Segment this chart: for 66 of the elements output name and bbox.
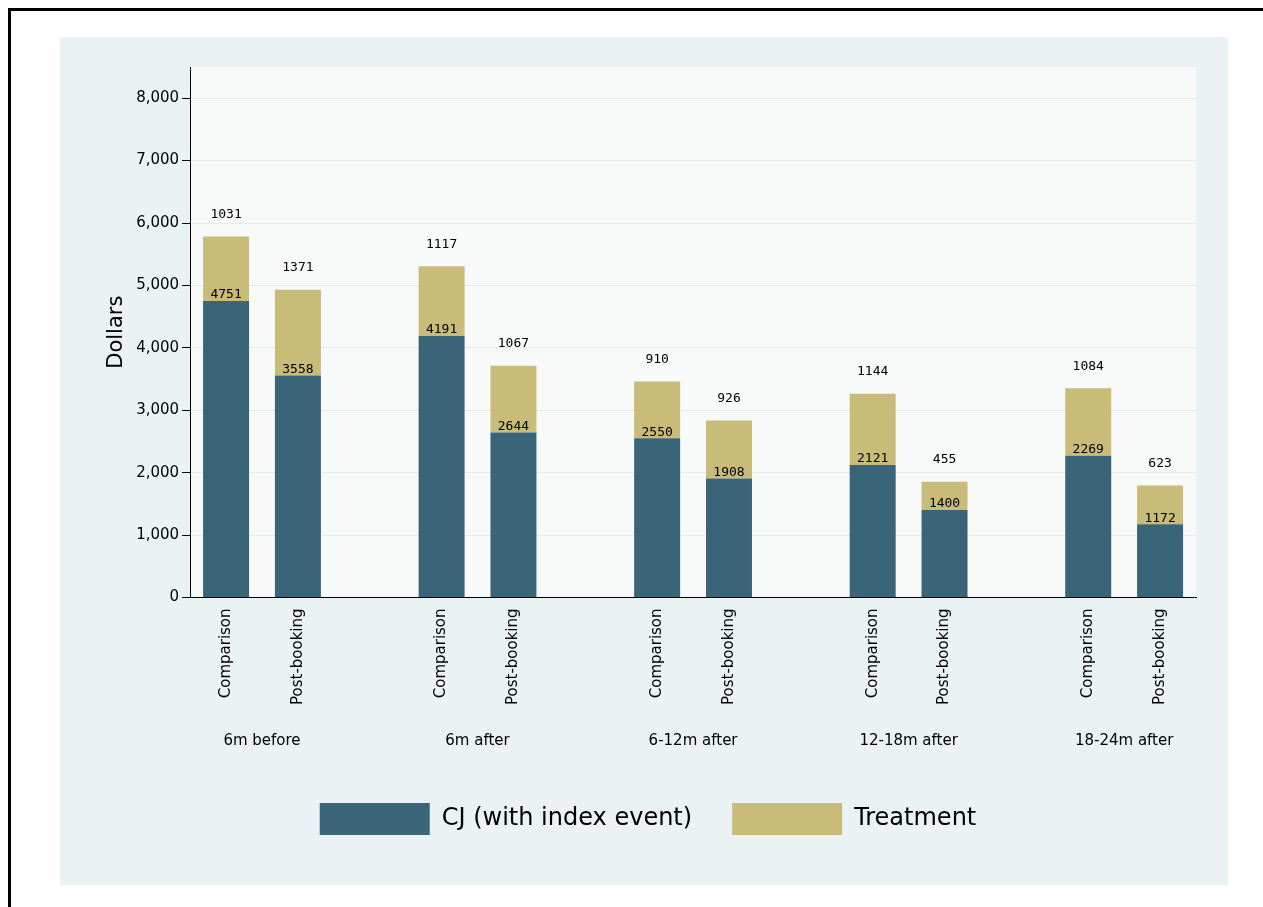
data-label: 4751 <box>210 286 242 302</box>
y-tick-label: 3,000 <box>136 400 180 419</box>
data-label: 455 <box>932 451 957 467</box>
bar <box>634 381 681 439</box>
bar <box>274 289 321 376</box>
y-tick-label: 1,000 <box>136 524 180 543</box>
data-label: 2121 <box>857 450 889 466</box>
bar <box>1065 455 1112 597</box>
bar <box>490 365 537 433</box>
bar <box>1137 485 1184 525</box>
data-label: 1144 <box>857 363 889 379</box>
bar <box>849 393 896 466</box>
x-tick-label: Comparison <box>215 608 234 699</box>
x-tick-label: Post-booking <box>934 608 953 706</box>
bar <box>706 420 752 479</box>
data-label: 1908 <box>713 463 745 479</box>
bar <box>203 300 250 597</box>
x-tick-label: Post-booking <box>718 608 737 706</box>
y-tick-label: 7,000 <box>136 150 180 169</box>
legend-label: CJ (with index event) <box>441 803 693 832</box>
bar <box>634 438 681 597</box>
bar <box>1137 524 1184 597</box>
x-tick-label: Comparison <box>647 608 666 699</box>
x-tick-label: Post-booking <box>287 608 306 706</box>
text: 12-18m after <box>859 730 959 749</box>
text: 6m after <box>445 730 511 749</box>
bar <box>490 432 537 597</box>
text: 6m before <box>223 730 301 749</box>
y-tick-label: 2,000 <box>136 462 180 481</box>
y-tick-label: 5,000 <box>136 275 180 294</box>
data-label: 1067 <box>497 335 530 351</box>
x-tick-label: Comparison <box>862 608 881 699</box>
text: 18-24m after <box>1074 730 1175 749</box>
data-label: 623 <box>1148 454 1172 470</box>
y-tick-label: 4,000 <box>136 337 180 356</box>
x-tick-label: Comparison <box>1078 608 1097 699</box>
data-label: 4191 <box>425 321 458 337</box>
data-label: 1172 <box>1144 509 1176 525</box>
y-tick-label: 6,000 <box>136 212 180 231</box>
y-axis-title: Dollars <box>103 295 128 369</box>
text: 6-12m after <box>648 730 739 749</box>
y-tick-label: 0 <box>169 587 180 606</box>
bar <box>706 478 752 597</box>
bar <box>203 236 250 301</box>
data-label: 1117 <box>425 235 458 251</box>
data-label: 2550 <box>641 423 673 439</box>
data-label: 3558 <box>282 360 314 376</box>
data-label: 2269 <box>1072 441 1104 457</box>
x-tick-label: Post-booking <box>503 608 522 706</box>
data-label: 910 <box>645 350 669 366</box>
bar <box>418 335 465 597</box>
bar <box>1065 388 1112 456</box>
legend-label: Treatment <box>853 803 977 832</box>
data-label: 1371 <box>282 259 314 275</box>
y-tick-label: 8,000 <box>136 88 180 107</box>
data-label: 1031 <box>210 205 242 221</box>
bar <box>921 510 968 597</box>
data-label: 1400 <box>928 495 961 511</box>
data-label: 926 <box>717 389 741 405</box>
data-label: 1084 <box>1072 357 1105 373</box>
bar <box>274 375 321 597</box>
x-tick-label: Post-booking <box>1149 608 1168 706</box>
x-tick-label: Comparison <box>431 608 450 699</box>
bar <box>418 266 465 336</box>
data-label: 2644 <box>497 417 530 433</box>
bar <box>849 465 896 597</box>
